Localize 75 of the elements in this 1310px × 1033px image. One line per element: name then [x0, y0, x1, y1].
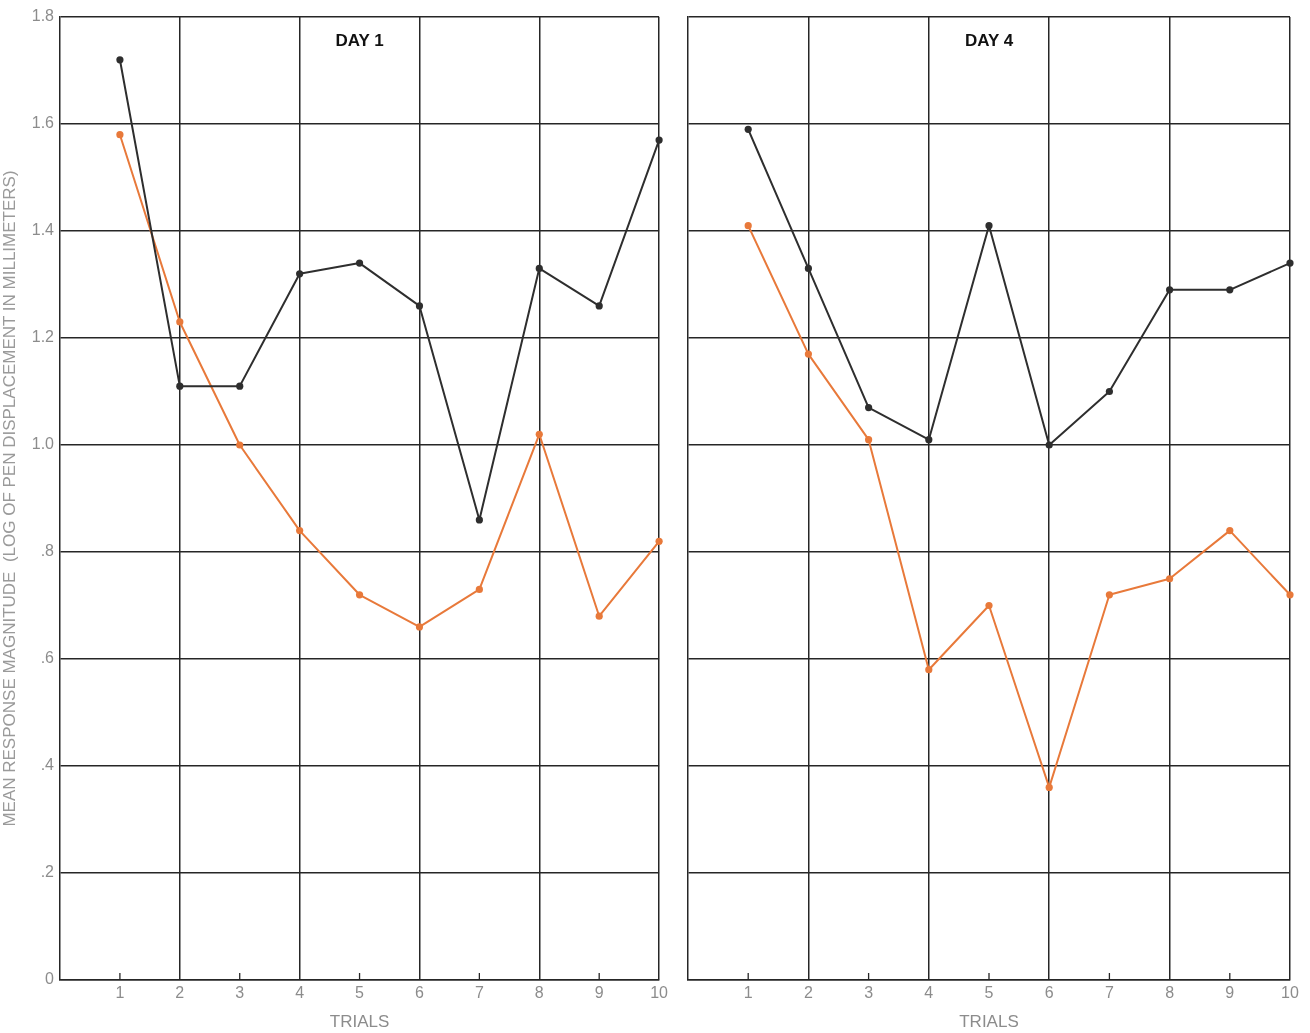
point: [1166, 575, 1174, 583]
point: [176, 382, 184, 390]
x-tick-label: 6: [415, 984, 425, 1002]
point: [176, 318, 184, 326]
y-tick-label: .4: [40, 756, 55, 774]
point: [985, 222, 993, 230]
x-tick-label: 3: [864, 984, 874, 1002]
x-tick-label: 10: [1281, 984, 1299, 1002]
x-tick-label: 9: [594, 984, 604, 1002]
point: [655, 537, 663, 545]
x-tick-label: 1: [743, 984, 753, 1002]
x-tick-label: 10: [650, 984, 669, 1002]
x-tick-label: 7: [1104, 984, 1114, 1002]
y-tick-label: 1.0: [31, 435, 55, 453]
y-tick-label: 1.4: [31, 221, 55, 239]
point: [415, 623, 424, 631]
y-tick-label: .8: [40, 542, 55, 560]
x-tick-label: 5: [984, 984, 994, 1002]
point: [804, 350, 812, 358]
point: [744, 125, 752, 133]
x-tick-label: 8: [1165, 984, 1175, 1002]
point: [865, 403, 873, 412]
y-tick-label: 1.8: [31, 7, 55, 25]
x-tick-label: 4: [924, 984, 934, 1002]
x-tick-label: 3: [235, 984, 245, 1002]
point: [925, 436, 933, 444]
y-axis-title: MEAN RESPONSE MAGNITUDE (LOG OF PEN DISPLACEMENT IN MILLIMETERS): [0, 170, 19, 827]
point: [415, 302, 424, 310]
point: [985, 601, 993, 610]
point: [1286, 591, 1294, 599]
x-tick-label: 6: [1044, 984, 1054, 1002]
x-tick-label: 2: [803, 984, 813, 1002]
x-tick-label: 4: [295, 984, 305, 1002]
point: [595, 302, 603, 310]
x-tick-label: 8: [534, 984, 544, 1002]
y-tick-label: .2: [40, 863, 55, 881]
x-axis-title: TRIALS: [329, 1012, 390, 1032]
point: [116, 131, 124, 139]
point: [1045, 441, 1053, 449]
point: [236, 441, 244, 449]
point: [116, 56, 124, 64]
point: [535, 430, 543, 438]
point: [1286, 259, 1294, 267]
x-tick-label: 7: [474, 984, 484, 1002]
point: [1045, 783, 1053, 791]
point: [1226, 286, 1234, 294]
text: DAY 1: [335, 30, 384, 50]
point: [655, 136, 663, 144]
point: [1105, 387, 1113, 396]
text: DAY 4: [964, 30, 1014, 50]
point: [355, 259, 364, 267]
point: [475, 516, 483, 524]
x-tick-label: 1: [115, 984, 125, 1002]
x-tick-label: 5: [355, 984, 365, 1002]
y-tick-label: 1.6: [31, 114, 55, 132]
point: [1105, 591, 1113, 599]
point: [535, 264, 543, 273]
point: [1166, 286, 1174, 294]
y-tick-label: 1.2: [31, 328, 55, 346]
point: [804, 264, 812, 273]
point: [475, 585, 483, 594]
point: [925, 666, 933, 674]
x-tick-label: 2: [175, 984, 185, 1002]
x-tick-label: 9: [1225, 984, 1235, 1002]
y-tick-label: 0: [45, 970, 55, 988]
y-tick-label: .6: [40, 649, 55, 667]
point: [296, 527, 304, 535]
x-axis-title: TRIALS: [959, 1012, 1019, 1032]
point: [1226, 527, 1234, 535]
point: [355, 591, 364, 599]
point: [865, 436, 873, 444]
point: [744, 222, 752, 230]
point: [236, 382, 244, 390]
point: [595, 612, 603, 620]
point: [296, 270, 304, 278]
